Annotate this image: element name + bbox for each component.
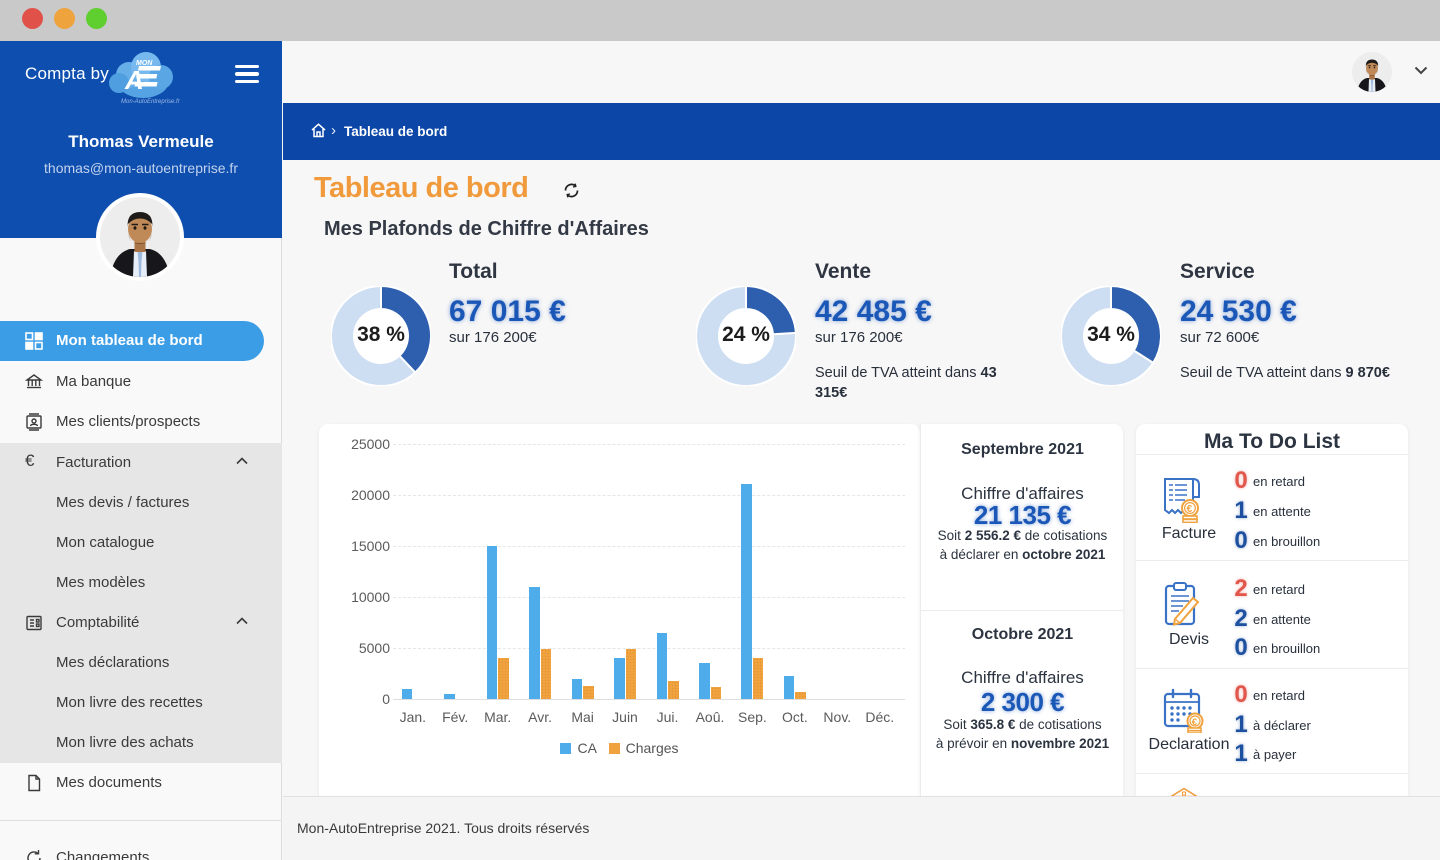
svg-text:€: € bbox=[1187, 504, 1193, 515]
svg-text:Mon-AutoEntreprise.fr: Mon-AutoEntreprise.fr bbox=[121, 99, 181, 105]
svg-text:A: A bbox=[124, 65, 144, 95]
svg-text:MON: MON bbox=[136, 60, 153, 67]
svg-text:€: € bbox=[1192, 717, 1198, 728]
